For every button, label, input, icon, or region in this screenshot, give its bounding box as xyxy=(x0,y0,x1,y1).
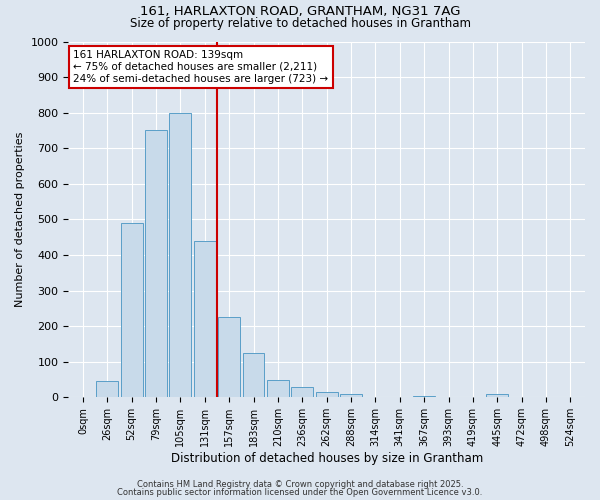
Text: 161 HARLAXTON ROAD: 139sqm
← 75% of detached houses are smaller (2,211)
24% of s: 161 HARLAXTON ROAD: 139sqm ← 75% of deta… xyxy=(73,50,329,84)
Text: Size of property relative to detached houses in Grantham: Size of property relative to detached ho… xyxy=(130,18,470,30)
Bar xyxy=(291,388,313,398)
Text: Contains HM Land Registry data © Crown copyright and database right 2025.: Contains HM Land Registry data © Crown c… xyxy=(137,480,463,489)
Text: Contains public sector information licensed under the Open Government Licence v3: Contains public sector information licen… xyxy=(118,488,482,497)
Bar xyxy=(97,382,118,398)
Bar xyxy=(194,241,216,398)
Bar xyxy=(169,112,191,398)
Bar xyxy=(121,223,143,398)
X-axis label: Distribution of detached houses by size in Grantham: Distribution of detached houses by size … xyxy=(170,452,483,465)
Bar xyxy=(413,396,435,398)
Text: 161, HARLAXTON ROAD, GRANTHAM, NG31 7AG: 161, HARLAXTON ROAD, GRANTHAM, NG31 7AG xyxy=(140,5,460,18)
Bar xyxy=(242,353,265,398)
Y-axis label: Number of detached properties: Number of detached properties xyxy=(15,132,25,307)
Bar xyxy=(486,394,508,398)
Bar xyxy=(316,392,338,398)
Bar xyxy=(218,318,240,398)
Bar xyxy=(340,394,362,398)
Bar xyxy=(267,380,289,398)
Bar xyxy=(145,130,167,398)
